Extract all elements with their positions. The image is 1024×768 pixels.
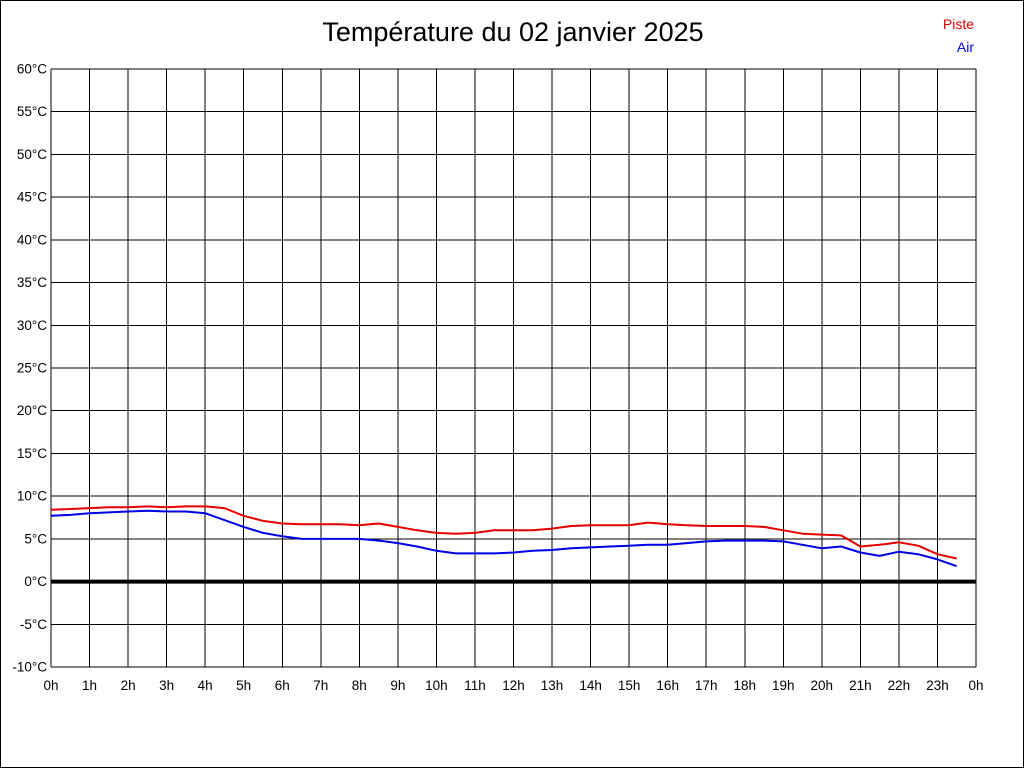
y-tick-label: 40°C xyxy=(17,232,47,247)
x-tick-label: 12h xyxy=(502,678,525,693)
x-tick-label: 11h xyxy=(464,678,486,693)
x-tick-label: 20h xyxy=(811,678,834,693)
x-tick-label: 0h xyxy=(968,678,983,693)
x-tick-label: 15h xyxy=(618,678,641,693)
y-tick-label: 10°C xyxy=(17,489,47,504)
x-tick-label: 22h xyxy=(888,678,911,693)
y-tick-label: 50°C xyxy=(17,147,47,162)
chart-title: Température du 02 janvier 2025 xyxy=(322,17,704,47)
x-tick-label: 6h xyxy=(275,678,290,693)
series-line-piste xyxy=(50,505,957,560)
legend-item-air: Air xyxy=(956,39,974,55)
y-tick-label: 20°C xyxy=(17,403,47,418)
x-tick-label: 23h xyxy=(926,678,949,693)
y-tick-label: 55°C xyxy=(17,104,47,119)
y-tick-label: -5°C xyxy=(20,617,47,632)
x-tick-label: 18h xyxy=(734,678,757,693)
y-tick-label: 30°C xyxy=(17,318,47,333)
x-tick-label: 19h xyxy=(772,678,795,693)
series-line-air xyxy=(50,509,958,568)
x-tick-label: 1h xyxy=(82,678,97,693)
y-tick-label: 5°C xyxy=(24,531,47,546)
x-tick-label: 17h xyxy=(695,678,718,693)
y-tick-label: 0°C xyxy=(24,574,47,589)
y-tick-label: 60°C xyxy=(17,62,47,77)
y-tick-label: 15°C xyxy=(17,446,47,461)
x-tick-label: 7h xyxy=(313,678,328,693)
x-tick-label: 9h xyxy=(390,678,405,693)
legend: Piste Air xyxy=(943,13,974,59)
legend-item-piste: Piste xyxy=(942,16,974,32)
y-tick-label: 45°C xyxy=(17,190,47,205)
x-tick-label: 10h xyxy=(425,678,448,693)
x-tick-label: 14h xyxy=(579,678,602,693)
y-tick-label: 25°C xyxy=(17,361,47,376)
x-tick-label: 0h xyxy=(43,678,58,693)
y-tick-label: 35°C xyxy=(17,275,47,290)
y-tick-label: -10°C xyxy=(12,660,47,675)
x-tick-label: 21h xyxy=(849,678,872,693)
x-tick-label: 2h xyxy=(121,678,136,693)
x-tick-label: 13h xyxy=(541,678,564,693)
x-tick-label: 4h xyxy=(198,678,213,693)
x-tick-label: 5h xyxy=(236,678,251,693)
x-tick-label: 8h xyxy=(352,678,367,693)
x-tick-label: 16h xyxy=(656,678,679,693)
x-tick-label: 3h xyxy=(159,678,174,693)
